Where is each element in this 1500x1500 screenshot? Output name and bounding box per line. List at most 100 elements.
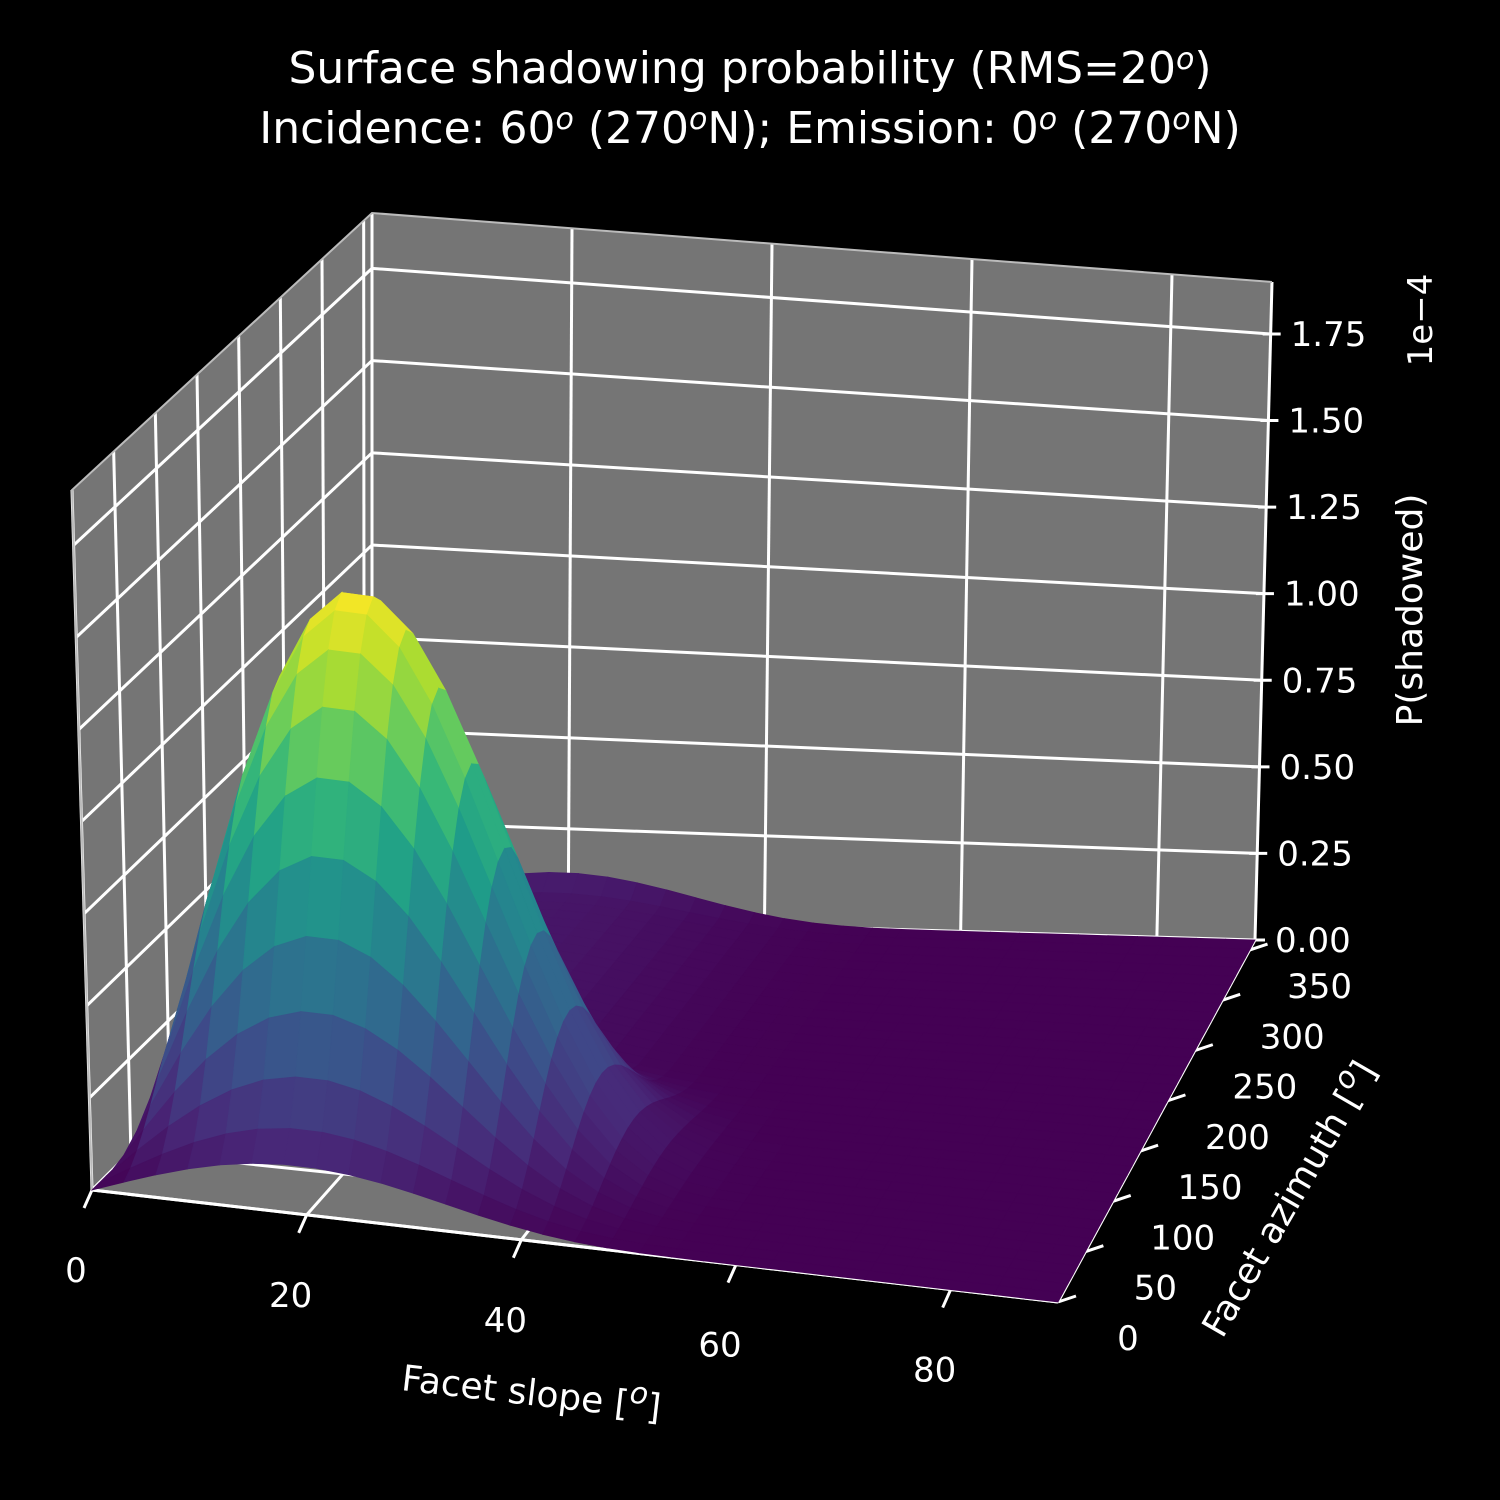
z-axis-line [1253, 281, 1274, 941]
pane-edges [70, 211, 1273, 1191]
surface-facet [967, 956, 1004, 968]
surface-facet [1051, 968, 1088, 980]
surface-facet [913, 946, 951, 957]
surface-facet [983, 931, 1021, 942]
surface-facet [895, 928, 932, 940]
surface-facet [1160, 936, 1197, 948]
z-tick-label: 0.25 [1277, 834, 1353, 874]
surface-facet [1066, 942, 1104, 954]
surface-facet [1002, 949, 1039, 961]
surface-facet [902, 963, 939, 974]
surface-facet [1056, 960, 1093, 971]
grid-line-back-z [371, 451, 1267, 509]
surface-facet [1189, 992, 1227, 1004]
grid-line-back-slope [1155, 274, 1174, 938]
y-tick-label: 250 [1232, 1068, 1297, 1108]
grid-line-back-slope [566, 228, 574, 920]
surface-facet [1214, 947, 1251, 959]
z-tick-label: 1.00 [1284, 575, 1360, 615]
surface-facet [283, 1128, 323, 1169]
surface-facet [1115, 962, 1152, 974]
surface-facet [924, 929, 962, 941]
y-tick-mark [1112, 1194, 1132, 1203]
surface-facet [1145, 963, 1182, 975]
surface-facet [1175, 964, 1212, 976]
grid-line-back-z [371, 820, 1258, 855]
surface-facet [1010, 984, 1048, 996]
y-tick-label: 200 [1205, 1118, 1270, 1158]
y-tick-mark [1249, 942, 1269, 952]
surface-facet [1194, 983, 1232, 995]
surface-facet [931, 964, 969, 975]
surface-facet [1031, 950, 1069, 962]
surface-facet [1190, 937, 1227, 949]
surface-facet [1121, 953, 1158, 965]
grid-line-back-z [371, 543, 1265, 596]
surface-facet [1091, 952, 1128, 964]
surface-facet [1110, 971, 1147, 983]
y-tick-mark [1194, 1043, 1214, 1053]
surface-facet [1013, 932, 1050, 943]
surface-facet [1080, 969, 1118, 981]
surface-facet [1025, 1288, 1064, 1303]
z-tick-label: 1.50 [1288, 402, 1364, 442]
surface-facet [289, 1076, 329, 1133]
surface-facet [1199, 974, 1236, 986]
surface-facet [907, 954, 945, 966]
grid-line-left-z [72, 267, 374, 547]
surface-facet [316, 706, 356, 783]
surface-facet [1150, 954, 1187, 966]
x-tick-label: 80 [913, 1351, 956, 1391]
surface-facet [961, 965, 999, 976]
back-wall-pane [372, 213, 1272, 940]
z-offset-text: 1e−4 [1401, 274, 1441, 367]
x-tick-label: 0 [65, 1251, 87, 1291]
x-tick-label: 40 [484, 1301, 527, 1341]
surface-facet [300, 935, 339, 1016]
surface-facet [311, 777, 350, 861]
surface-facet [1037, 942, 1074, 953]
surface-facet [1131, 936, 1168, 947]
surface-facet [1075, 978, 1112, 990]
z-tick-label: 0.75 [1282, 661, 1358, 701]
surface-facet [1021, 967, 1058, 979]
surface-facet [889, 937, 927, 948]
surface-facet [295, 1011, 334, 1082]
grid-line-back-z [371, 266, 1271, 336]
surface-facet [1219, 938, 1256, 950]
surface-facet [996, 958, 1034, 969]
grid-line-back-slope [762, 243, 774, 926]
x-tick-label: 20 [269, 1276, 312, 1316]
surface-facet [1101, 935, 1138, 946]
grid-line-back-z [371, 728, 1260, 769]
surface-facet [1045, 977, 1083, 989]
y-tick-mark [1166, 1093, 1186, 1103]
x-tick-mark [82, 1189, 94, 1209]
surface-facet [315, 1131, 355, 1176]
grid-line-left-azimuth [153, 413, 172, 1114]
grid-line-back-z [371, 359, 1269, 423]
grid-line-back-slope [959, 258, 974, 932]
y-tick-mark [1139, 1143, 1159, 1153]
surface-facet [1140, 972, 1177, 984]
surface-facet [883, 945, 921, 956]
surface-facet [1170, 973, 1207, 985]
y-tick-label: 150 [1178, 1168, 1243, 1208]
surface-facet [1042, 933, 1080, 944]
surface-facet [972, 948, 1010, 959]
y-tick-label: 0 [1117, 1319, 1139, 1359]
surface-facet [268, 935, 307, 1019]
grid-line-left-azimuth [112, 451, 133, 1152]
surface-facet [1184, 1001, 1222, 1013]
surface-facet [305, 856, 345, 941]
x-tick-mark [941, 1288, 953, 1309]
surface-facet [328, 610, 368, 655]
x-tick-label: 60 [698, 1326, 741, 1366]
y-tick-label: 350 [1287, 967, 1352, 1007]
chart-title-line1: Surface shadowing probability (RMS=20o) [288, 42, 1211, 94]
surface-facet [322, 649, 362, 712]
surface-facet [948, 939, 986, 950]
surface-facet [1026, 959, 1064, 970]
surface-facet [263, 1011, 302, 1081]
